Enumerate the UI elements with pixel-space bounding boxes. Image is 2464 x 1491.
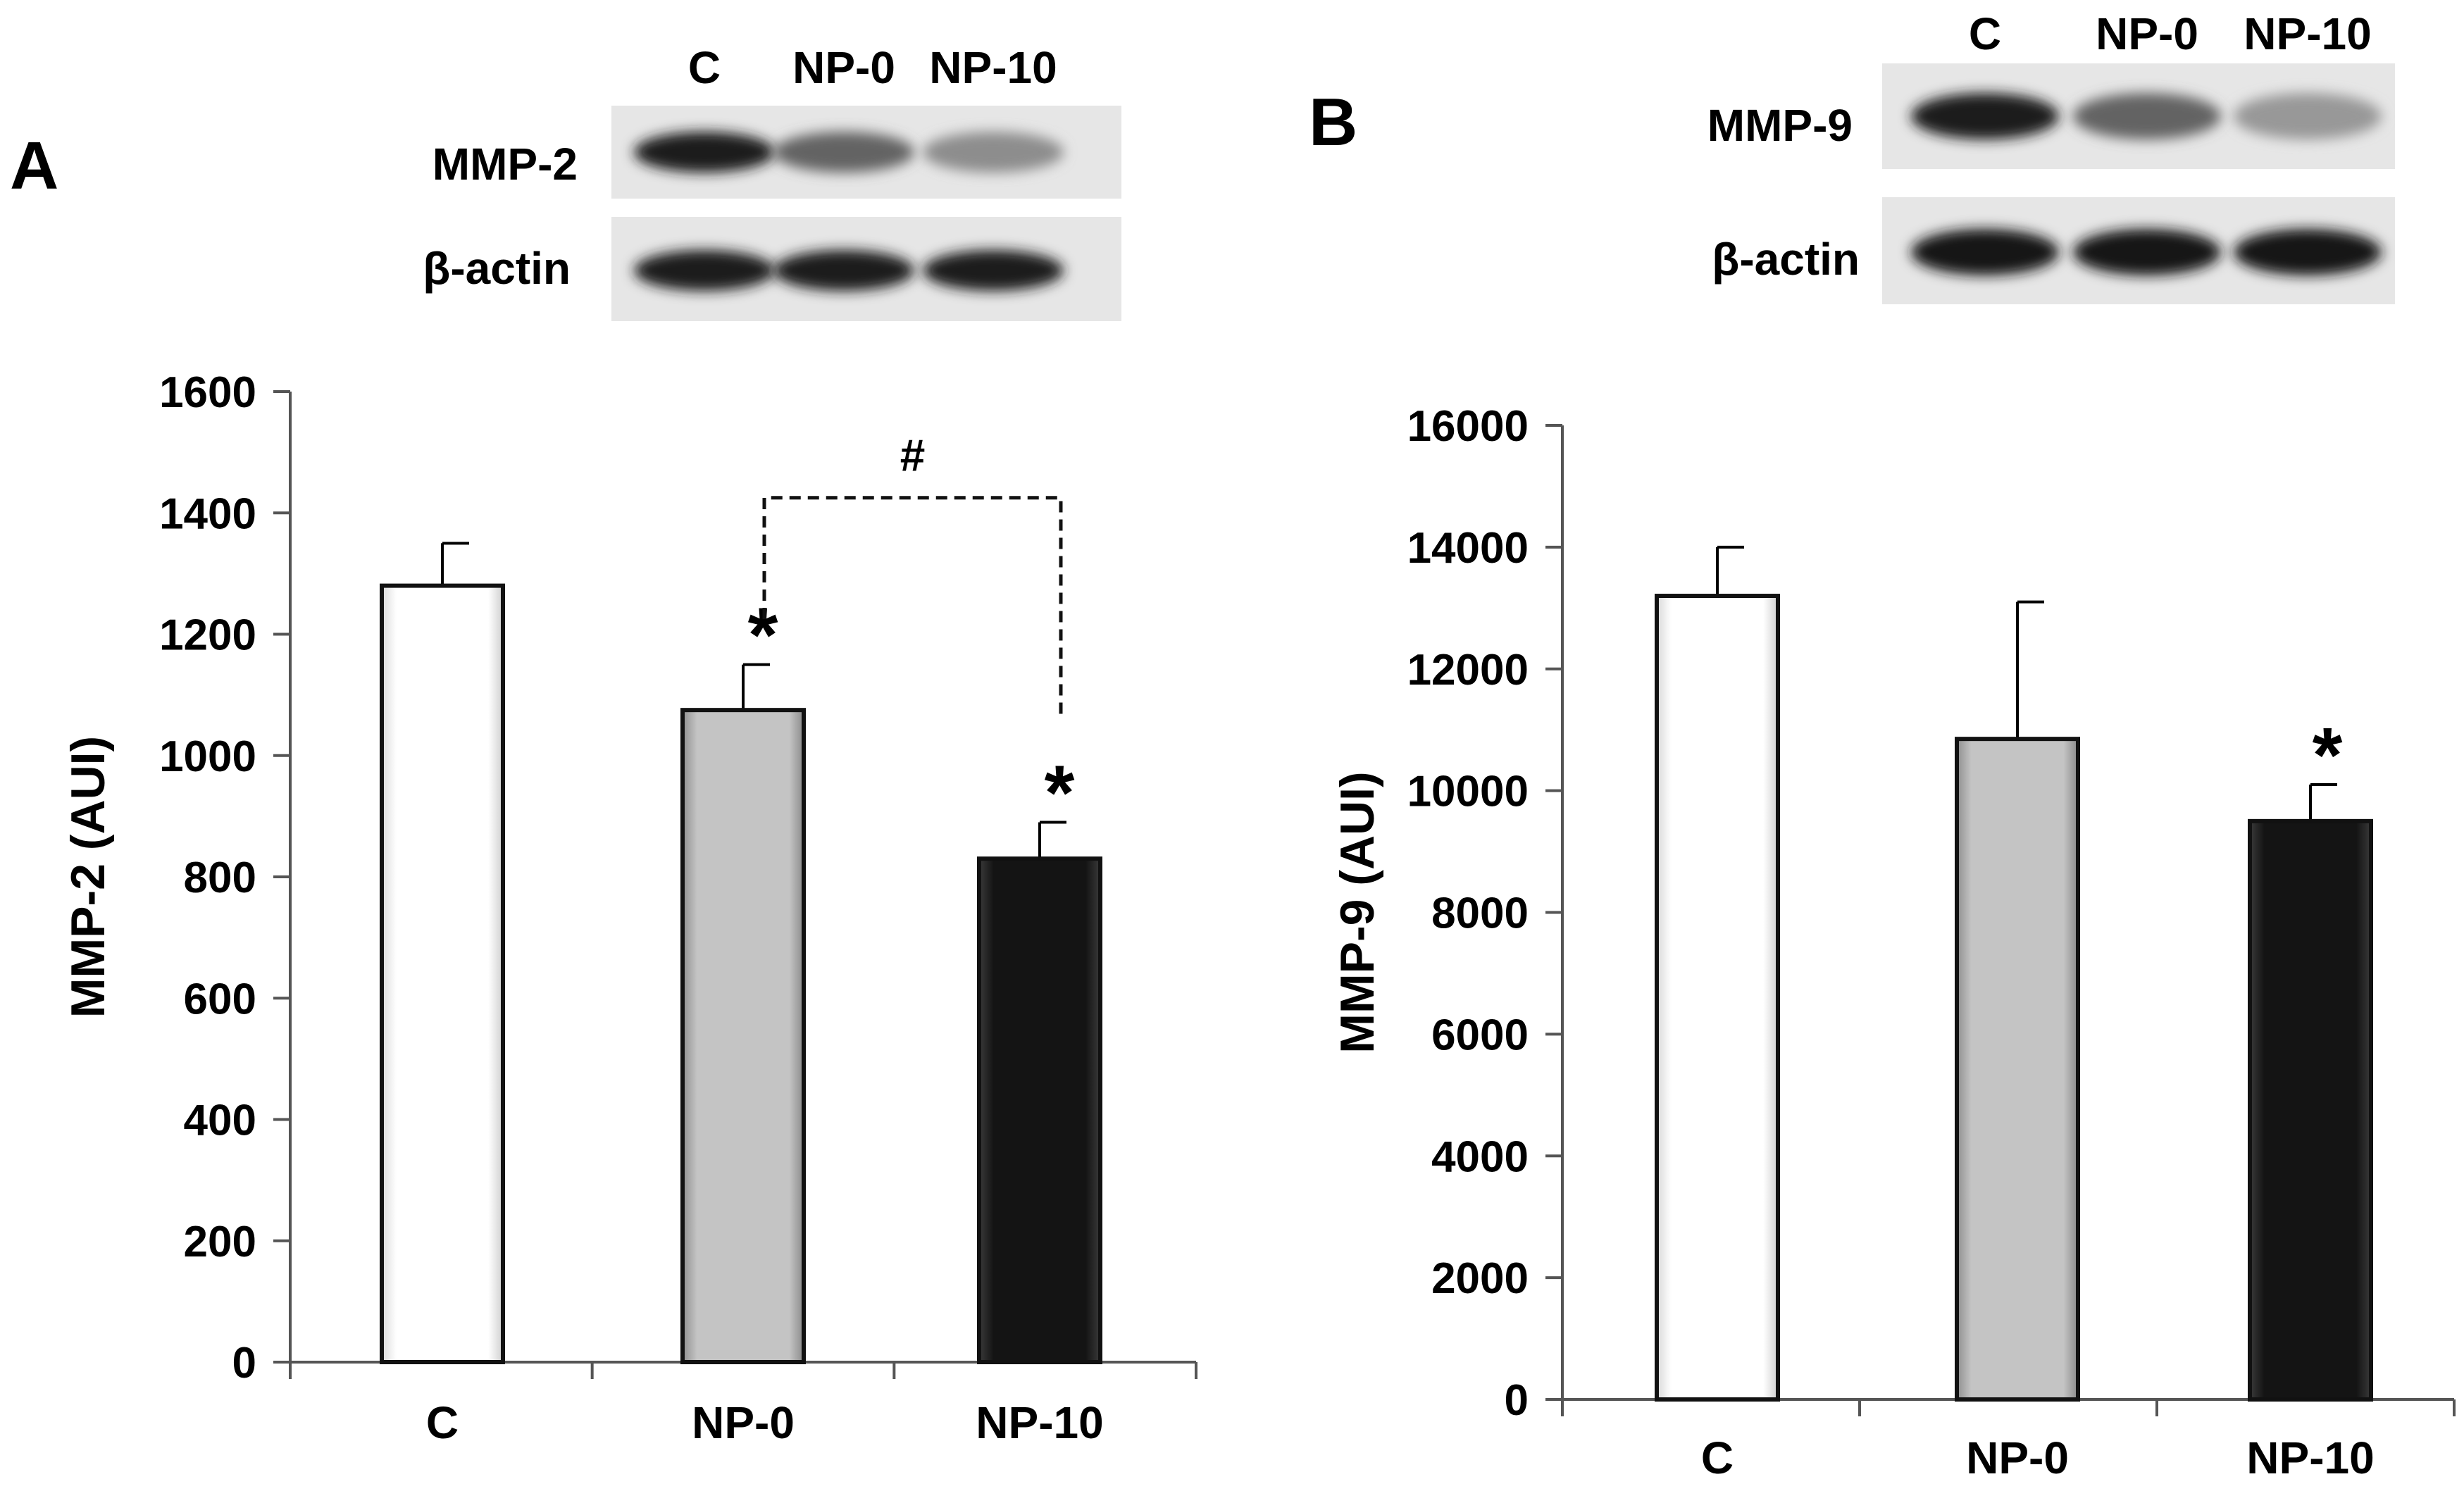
x-category-label: NP-0 [1966, 1433, 2069, 1483]
blot-lane-label: NP-10 [2244, 8, 2371, 59]
bar-c [380, 583, 505, 1364]
blot-row: β-actin [1712, 197, 2395, 304]
blot-band [634, 250, 775, 291]
x-category-label: C [426, 1397, 459, 1448]
blot-band [2234, 93, 2382, 139]
y-tick-label: 0 [1505, 1376, 1529, 1425]
blot-band [2234, 229, 2382, 275]
y-tick-label: 1000 [159, 732, 256, 781]
panel-b: B C NP-0 NP-10 MMP-9 β-actin 0 2000 4000 6000 8… [1309, 8, 2456, 1483]
significance-bracket-label: # [900, 430, 926, 481]
x-category-label: NP-0 [692, 1397, 795, 1448]
blot-row-label: MMP-9 [1707, 100, 1853, 151]
blot-band [1911, 229, 2059, 275]
blot-row: β-actin [423, 217, 1121, 321]
blot-lane-label: NP-0 [2096, 8, 2198, 59]
x-category-label: NP-10 [2246, 1433, 2374, 1483]
significance-marker: * [748, 592, 778, 679]
y-tick-label: 6000 [1431, 1011, 1529, 1059]
bar-np-0 [1955, 737, 2080, 1402]
y-tick-label: 600 [184, 975, 256, 1023]
western-blot-a: C NP-0 NP-10 MMP-2 β-actin [423, 42, 1121, 321]
y-tick-label: 200 [184, 1218, 256, 1266]
blot-lane-label: C [688, 42, 721, 93]
bar-np-0 [680, 708, 806, 1364]
y-tick-label: 4000 [1431, 1133, 1529, 1181]
y-tick-label: 1200 [159, 611, 256, 660]
blot-row: MMP-9 [1707, 63, 2395, 169]
blot-lane-labels-a: C NP-0 NP-10 [688, 42, 1057, 93]
y-tick-label: 800 [184, 854, 256, 902]
blot-row: MMP-2 [433, 106, 1121, 199]
blot-lane-label: NP-0 [792, 42, 895, 93]
y-axis-label: MMP-9 (AUI) [1331, 771, 1384, 1053]
x-category-label: C [1701, 1433, 1734, 1483]
significance-marker: * [2313, 712, 2343, 799]
significance-marker: * [1045, 749, 1075, 836]
blot-band [923, 250, 1064, 291]
y-tick-label: 1600 [159, 368, 256, 417]
blot-band [2073, 93, 2221, 139]
blot-row-label: β-actin [1712, 234, 1860, 285]
bar-np-10 [2248, 818, 2373, 1402]
panel-a: A C NP-0 NP-10 MMP-2 β-actin 0 200 400 600 800 1… [10, 42, 1197, 1448]
blot-row-label: β-actin [423, 243, 571, 294]
y-tick-label: 10000 [1407, 768, 1529, 816]
bar-chart-mmp9: 0 2000 4000 6000 8000 10000 12000 14000 16000 MMP… [1331, 402, 2456, 1483]
panel-label-b: B [1309, 85, 1357, 160]
y-tick-label: 1400 [159, 489, 256, 538]
blot-lane-label: NP-10 [929, 42, 1057, 93]
blot-band [1911, 93, 2059, 139]
bar-np-10 [977, 856, 1102, 1364]
x-category-label: NP-10 [976, 1397, 1103, 1448]
bar-c [1655, 594, 1780, 1402]
y-tick-label: 400 [184, 1097, 256, 1145]
blot-band [773, 250, 914, 291]
blot-band [634, 132, 775, 173]
y-tick-label: 0 [232, 1339, 256, 1387]
blot-row-label: MMP-2 [433, 139, 578, 189]
panel-label-a: A [10, 128, 58, 204]
bar-chart-mmp2: 0 200 400 600 800 1000 1200 1400 1600 MMP-2 (AUI)… [61, 368, 1197, 1448]
y-tick-label: 8000 [1431, 890, 1529, 938]
blot-band [773, 132, 914, 173]
y-tick-label: 14000 [1407, 524, 1529, 573]
blot-band [2073, 229, 2221, 275]
y-tick-label: 2000 [1431, 1254, 1529, 1303]
significance-bracket [762, 496, 1063, 720]
y-axis-label: MMP-2 (AUI) [61, 736, 115, 1018]
y-tick-label: 16000 [1407, 402, 1529, 451]
blot-band [923, 132, 1064, 173]
blot-lane-label: C [1969, 8, 2001, 59]
western-blot-b: C NP-0 NP-10 MMP-9 β-actin [1707, 8, 2395, 304]
blot-lane-labels-b: C NP-0 NP-10 [1969, 8, 2372, 59]
y-tick-label: 12000 [1407, 646, 1529, 694]
